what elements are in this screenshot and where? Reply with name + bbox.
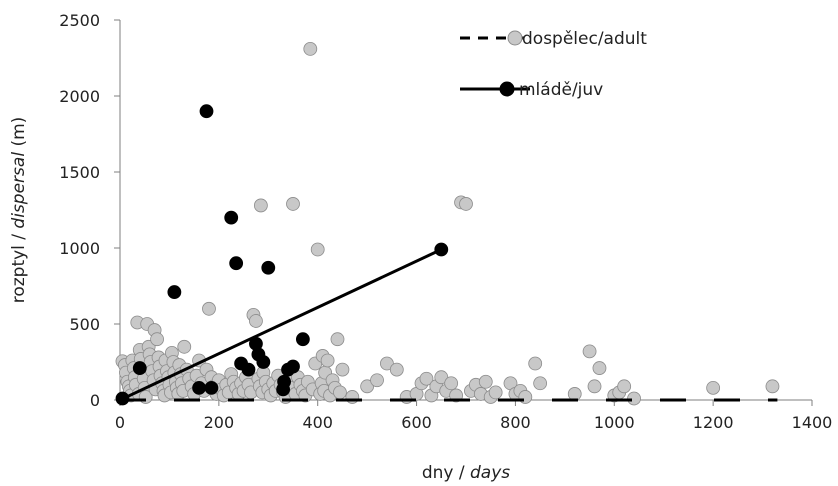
x-tick-label: 600 (401, 413, 432, 432)
y-tick-label: 1500 (59, 163, 100, 182)
juv-trendline (119, 248, 442, 402)
y-axis-label-italic: dispersal (9, 152, 29, 229)
adult-point (528, 356, 543, 371)
legend-juv-marker (499, 81, 515, 97)
adult-point (592, 361, 607, 375)
adult-point (587, 379, 602, 394)
juv-point (204, 380, 219, 395)
x-axis-label: dny / days (422, 463, 510, 483)
axis-ticks (114, 19, 813, 406)
juv-point (286, 359, 300, 374)
adult-point (419, 371, 434, 386)
juv-point (229, 256, 244, 271)
juv-point (256, 355, 271, 369)
x-tick-label: 200 (204, 413, 235, 432)
adult-point (345, 390, 360, 404)
adult-point (150, 332, 164, 347)
adult-point (488, 385, 503, 400)
adult-point (765, 379, 780, 394)
axis-tick-labels: 0 200 400 600 800 1000 1200 1400 0 500 1000 1500 200… (59, 11, 832, 432)
adult-point (444, 376, 459, 391)
x-axis-label-italic: days (470, 463, 510, 483)
x-tick-label: 400 (302, 413, 333, 432)
x-tick-label: 1200 (693, 413, 734, 432)
adult-point (320, 353, 335, 368)
adult-point (617, 379, 632, 394)
x-axis-label-plain: dny / (422, 463, 470, 483)
y-axis-label-suffix: (m) (9, 117, 29, 152)
legend: dospělec/adult mládě/juv (460, 29, 647, 100)
juv-point (224, 210, 239, 225)
adult-point (360, 379, 375, 394)
adult-point (370, 373, 384, 388)
adult-point (253, 198, 268, 213)
juv-point (295, 332, 310, 347)
y-tick-label: 0 (90, 391, 100, 410)
y-tick-label: 1000 (59, 239, 100, 258)
juv-point (132, 361, 147, 375)
adult-point (434, 370, 449, 385)
juv-point (261, 260, 276, 275)
adult-point (286, 197, 300, 211)
series-adult-points (115, 41, 780, 406)
x-tick-label: 0 (115, 413, 125, 432)
adult-point (533, 376, 548, 391)
juv-point (199, 104, 214, 119)
series-juv-trendline (119, 248, 442, 402)
y-tick-label: 2500 (59, 11, 100, 30)
y-axis-label-plain: rozptyl / (9, 229, 29, 304)
adult-point (303, 41, 318, 56)
juv-point (277, 374, 292, 389)
adult-point (310, 242, 325, 257)
juv-point (167, 285, 182, 299)
adult-point (380, 356, 394, 371)
series-juv-points (115, 104, 449, 406)
adult-point (177, 339, 192, 354)
adult-point (202, 301, 216, 316)
adult-point (706, 380, 721, 395)
adult-point (389, 362, 404, 377)
legend-adult-marker (507, 30, 523, 46)
adult-point (627, 391, 641, 406)
x-tick-label: 800 (500, 413, 531, 432)
y-tick-label: 2000 (59, 87, 100, 106)
juv-point (192, 380, 206, 395)
x-tick-label: 1400 (792, 413, 833, 432)
juv-point (241, 362, 256, 377)
x-tick-label: 1000 (594, 413, 635, 432)
adult-point (459, 197, 473, 211)
adult-point (249, 314, 263, 328)
y-tick-label: 500 (69, 315, 100, 334)
legend-adult-label: dospělec/adult (522, 29, 647, 49)
adult-point (582, 344, 597, 359)
legend-juv-label: mládě/juv (519, 80, 603, 100)
adult-point (518, 390, 533, 404)
adult-point (333, 385, 347, 400)
adult-point (478, 374, 493, 389)
adult-point (567, 387, 582, 401)
adult-point (330, 332, 345, 347)
y-axis-label: rozptyl / dispersal (m) (9, 117, 29, 304)
adult-point (335, 362, 350, 377)
